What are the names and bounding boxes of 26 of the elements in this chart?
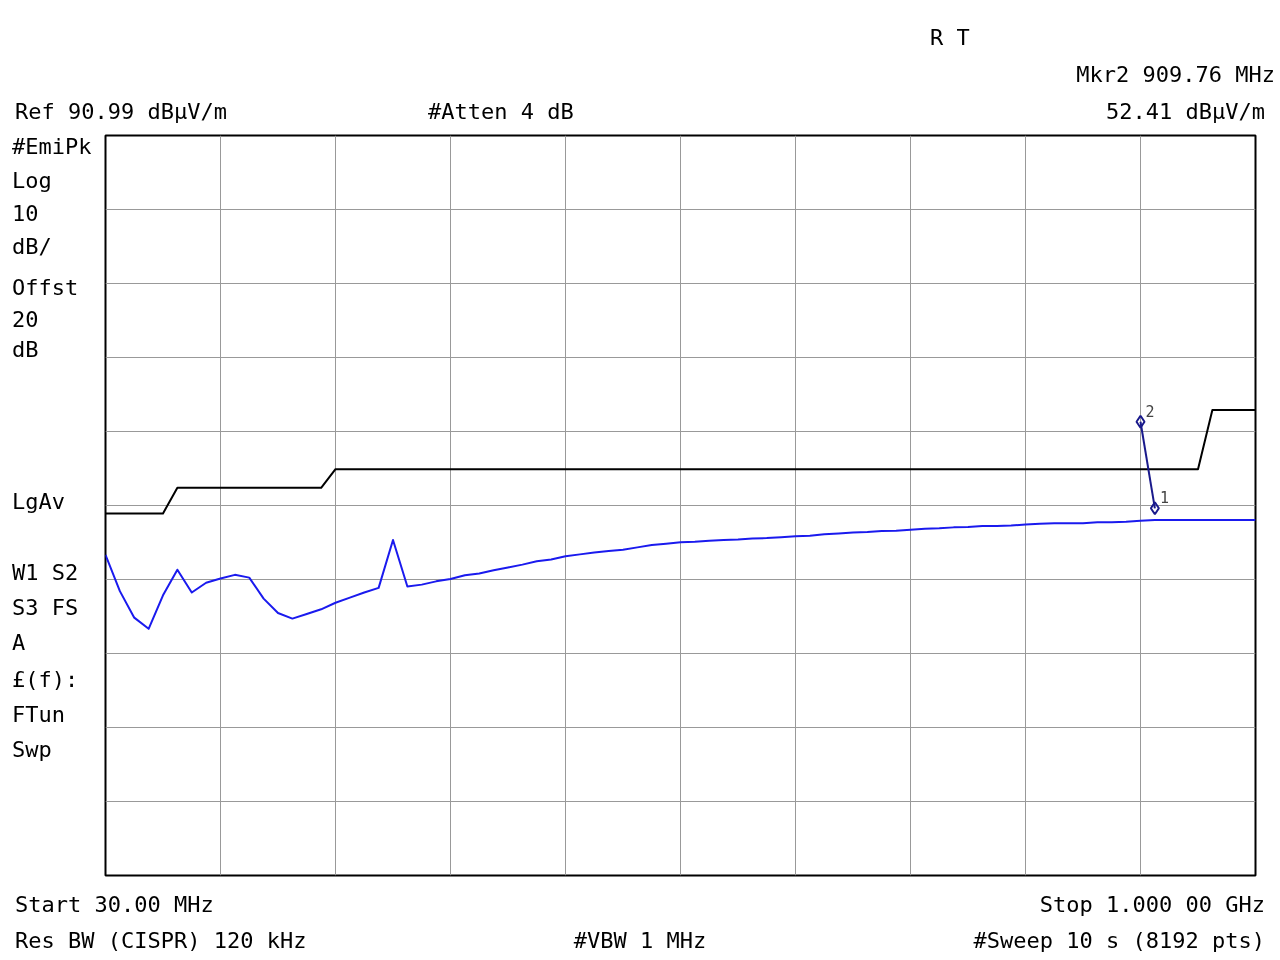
text: Mkr2 909.76 MHz (1076, 61, 1275, 90)
text: Swp (12, 736, 52, 765)
text: #Atten 4 dB (428, 98, 574, 127)
text: Res BW (CISPR) 120 kHz (15, 927, 307, 956)
annotation: 1 (1159, 489, 1169, 508)
text: Ref 90.99 dBμV/m (15, 98, 227, 127)
annotation: 2 (1145, 402, 1155, 421)
text: S3 FS (12, 594, 79, 623)
text: dB/ (12, 233, 52, 262)
text: #VBW 1 MHz (573, 927, 707, 956)
text: #Sweep 10 s (8192 pts) (973, 927, 1265, 956)
text: Log (12, 167, 52, 196)
text: Offst (12, 274, 79, 303)
text: Stop 1.000 00 GHz (1039, 891, 1265, 920)
text: Start 30.00 MHz (15, 891, 214, 920)
text: R T (930, 24, 970, 53)
text: 20 (12, 306, 39, 335)
text: £(f): (12, 666, 79, 695)
text: W1 S2 (12, 559, 79, 588)
text: FTun (12, 701, 65, 730)
text: 10 (12, 200, 39, 229)
text: LgAv (12, 488, 65, 517)
text: A (12, 629, 26, 658)
text: 52.41 dBμV/m (1106, 98, 1265, 127)
text: #EmiPk (12, 133, 92, 162)
text: dB (12, 336, 39, 365)
